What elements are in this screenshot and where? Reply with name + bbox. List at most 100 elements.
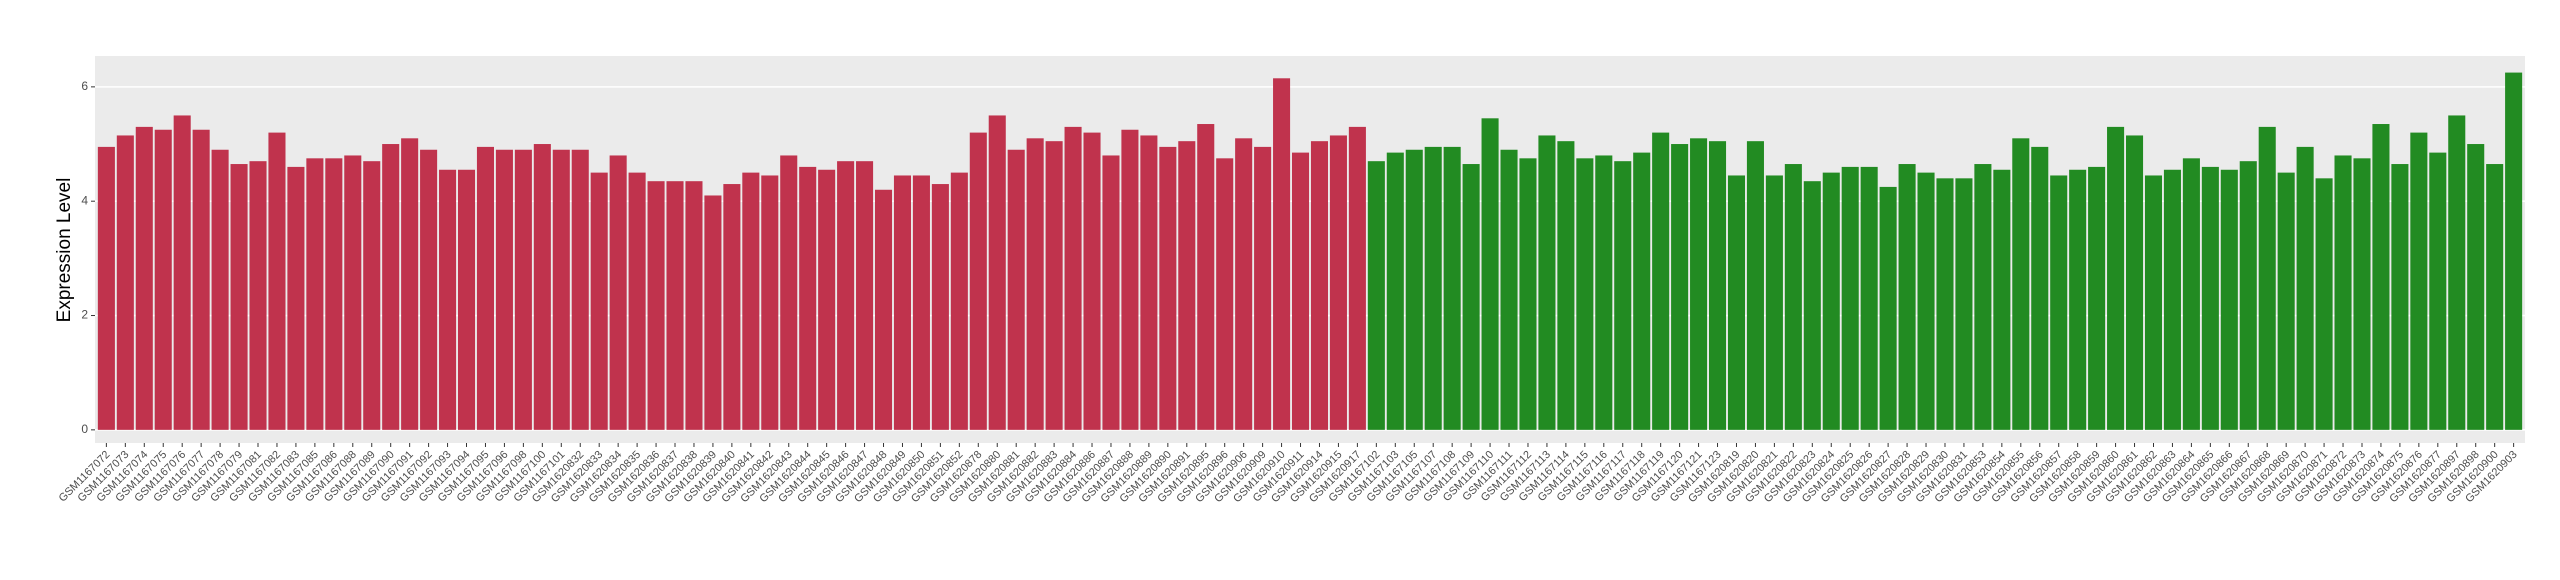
bar bbox=[1538, 135, 1556, 430]
bar bbox=[647, 181, 665, 430]
bar bbox=[2182, 158, 2200, 430]
bar bbox=[2448, 115, 2466, 430]
bar bbox=[2201, 166, 2219, 430]
bar bbox=[1481, 118, 1499, 430]
bar bbox=[950, 172, 968, 430]
bar bbox=[1443, 146, 1461, 430]
bar bbox=[1993, 169, 2011, 430]
bar bbox=[2220, 169, 2238, 430]
bar bbox=[931, 184, 949, 430]
bar bbox=[988, 115, 1006, 430]
bar bbox=[1746, 141, 1764, 430]
bar bbox=[2012, 138, 2030, 430]
bar bbox=[382, 144, 400, 430]
bar bbox=[1595, 155, 1613, 430]
bar bbox=[1405, 149, 1423, 430]
bar bbox=[837, 161, 855, 430]
bar bbox=[666, 181, 684, 430]
bar bbox=[1576, 158, 1594, 430]
bar bbox=[230, 164, 248, 430]
bar bbox=[1216, 158, 1234, 430]
bar bbox=[1879, 186, 1897, 430]
bar bbox=[476, 146, 494, 430]
bar bbox=[2088, 166, 2106, 430]
bar bbox=[2163, 169, 2181, 430]
bar bbox=[2505, 72, 2523, 430]
bar bbox=[2031, 146, 2049, 430]
bar bbox=[571, 149, 589, 430]
bar bbox=[1614, 161, 1632, 430]
bar bbox=[2486, 164, 2504, 430]
bar bbox=[1557, 141, 1575, 430]
bar bbox=[268, 132, 286, 430]
bar bbox=[893, 175, 912, 430]
y-tick-label: 6 bbox=[81, 79, 88, 93]
bar bbox=[1310, 141, 1329, 430]
bar bbox=[1121, 129, 1139, 430]
bar bbox=[1197, 124, 1215, 430]
bar bbox=[912, 175, 930, 430]
bar bbox=[2353, 158, 2371, 430]
bar bbox=[363, 161, 381, 430]
bar bbox=[628, 172, 646, 430]
bar bbox=[1917, 172, 1935, 430]
bar bbox=[1235, 138, 1253, 430]
bar bbox=[1936, 178, 1954, 430]
bar bbox=[723, 184, 741, 430]
bar bbox=[135, 126, 153, 430]
bar bbox=[1500, 149, 1518, 430]
bar bbox=[874, 189, 893, 430]
bar bbox=[856, 161, 874, 430]
bar bbox=[2334, 155, 2352, 430]
bar bbox=[590, 172, 608, 430]
bar bbox=[1140, 135, 1158, 430]
bar bbox=[1652, 132, 1670, 430]
bar bbox=[780, 155, 798, 430]
bar bbox=[1690, 138, 1708, 430]
bar bbox=[1765, 175, 1783, 430]
bar bbox=[344, 155, 362, 430]
bar bbox=[2239, 161, 2257, 430]
bar bbox=[2050, 175, 2068, 430]
bar bbox=[1064, 126, 1082, 430]
bar bbox=[2277, 172, 2295, 430]
bar bbox=[495, 149, 513, 430]
bar bbox=[211, 149, 229, 430]
bar bbox=[249, 161, 267, 430]
bar bbox=[799, 166, 817, 430]
bar bbox=[1007, 149, 1025, 430]
bar bbox=[401, 138, 419, 430]
bar bbox=[1159, 146, 1177, 430]
bar bbox=[1974, 164, 1992, 430]
bar bbox=[1329, 135, 1347, 430]
bar bbox=[1102, 155, 1120, 430]
y-axis-title: Expression Level bbox=[54, 178, 75, 323]
bar bbox=[1727, 175, 1746, 430]
bar bbox=[609, 155, 627, 430]
bar bbox=[1045, 141, 1063, 430]
bar bbox=[1083, 132, 1101, 430]
bar bbox=[1671, 144, 1689, 430]
bar bbox=[1273, 78, 1291, 430]
bar bbox=[116, 135, 134, 430]
y-tick-label: 2 bbox=[81, 308, 88, 322]
bar bbox=[97, 146, 115, 430]
bar bbox=[306, 158, 324, 430]
bar bbox=[173, 115, 191, 430]
bar bbox=[533, 144, 551, 430]
bar bbox=[1860, 166, 1878, 430]
bar bbox=[1367, 161, 1385, 430]
bar bbox=[287, 166, 305, 430]
bar bbox=[2391, 164, 2409, 430]
bar bbox=[1803, 181, 1821, 430]
bar bbox=[457, 169, 476, 430]
bar bbox=[1462, 164, 1480, 430]
bar bbox=[552, 149, 570, 430]
bar bbox=[2258, 126, 2276, 430]
bar bbox=[1955, 178, 1973, 430]
bar bbox=[2410, 132, 2428, 430]
bar bbox=[1424, 146, 1442, 430]
bar bbox=[1519, 158, 1537, 430]
bar bbox=[514, 149, 532, 430]
